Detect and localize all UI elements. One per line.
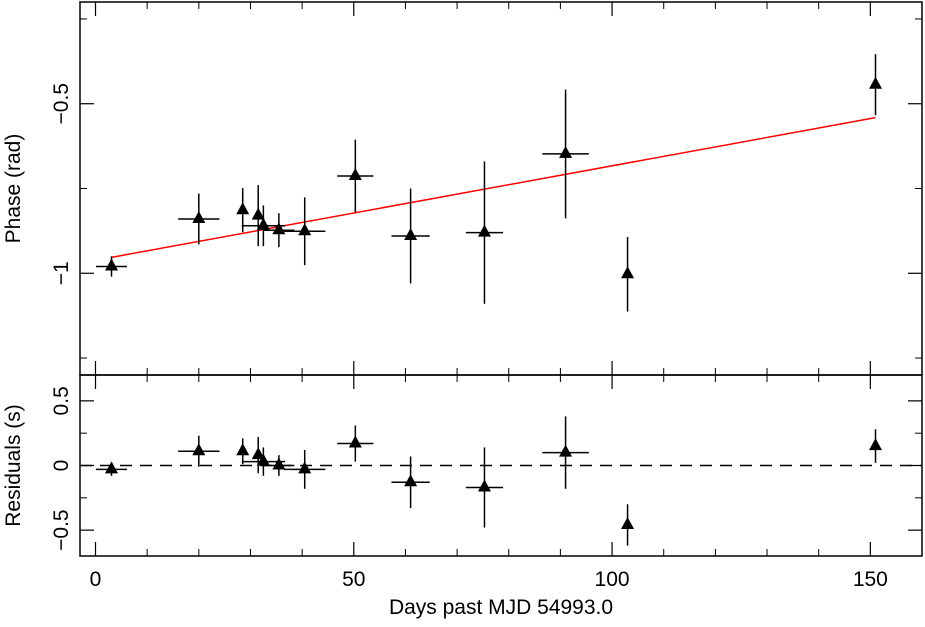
data-point <box>621 516 635 529</box>
y-tick-label: −0.5 <box>50 509 73 550</box>
x-tick-label: 150 <box>853 568 888 591</box>
y-axis-label: Residuals (s) <box>2 404 25 527</box>
data-point <box>348 435 362 448</box>
y-tick-label: −1 <box>50 261 73 285</box>
data-point <box>192 443 206 456</box>
data-point <box>256 217 270 230</box>
data-point <box>256 453 270 466</box>
data-point <box>298 223 312 236</box>
x-tick-label: 50 <box>342 568 365 591</box>
data-point <box>251 207 265 220</box>
data-point <box>272 222 286 235</box>
data-point <box>477 224 491 237</box>
plot-frame <box>79 1 923 376</box>
data-point <box>236 443 250 456</box>
data-point <box>559 444 573 457</box>
y-tick-label: 0 <box>50 460 73 472</box>
data-point <box>621 266 635 279</box>
x-tick-label: 100 <box>595 568 630 591</box>
data-point <box>272 457 286 470</box>
x-axis-label: Days past MJD 54993.0 <box>389 596 613 619</box>
y-tick-label: −0.5 <box>50 83 73 124</box>
data-point <box>298 461 312 474</box>
data-point <box>869 76 883 89</box>
data-point <box>559 145 573 158</box>
data-point <box>236 202 250 215</box>
y-axis-label: Phase (rad) <box>2 134 25 244</box>
fit-line <box>111 116 876 259</box>
y-tick-label: 0.5 <box>50 386 73 415</box>
data-point <box>477 479 491 492</box>
data-point <box>348 167 362 180</box>
data-point <box>404 474 418 487</box>
data-point <box>192 211 206 224</box>
data-point <box>105 461 119 474</box>
data-point <box>404 227 418 240</box>
x-tick-label: 0 <box>90 568 102 591</box>
data-point <box>105 258 119 271</box>
data-point <box>251 447 265 460</box>
data-point <box>869 438 883 451</box>
